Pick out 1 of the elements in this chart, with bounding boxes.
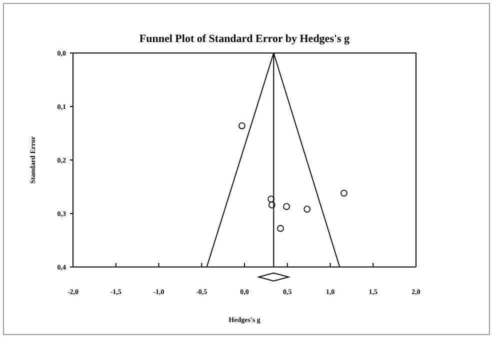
chart-title: Funnel Plot of Standard Error by Hedges's g: [139, 33, 350, 45]
